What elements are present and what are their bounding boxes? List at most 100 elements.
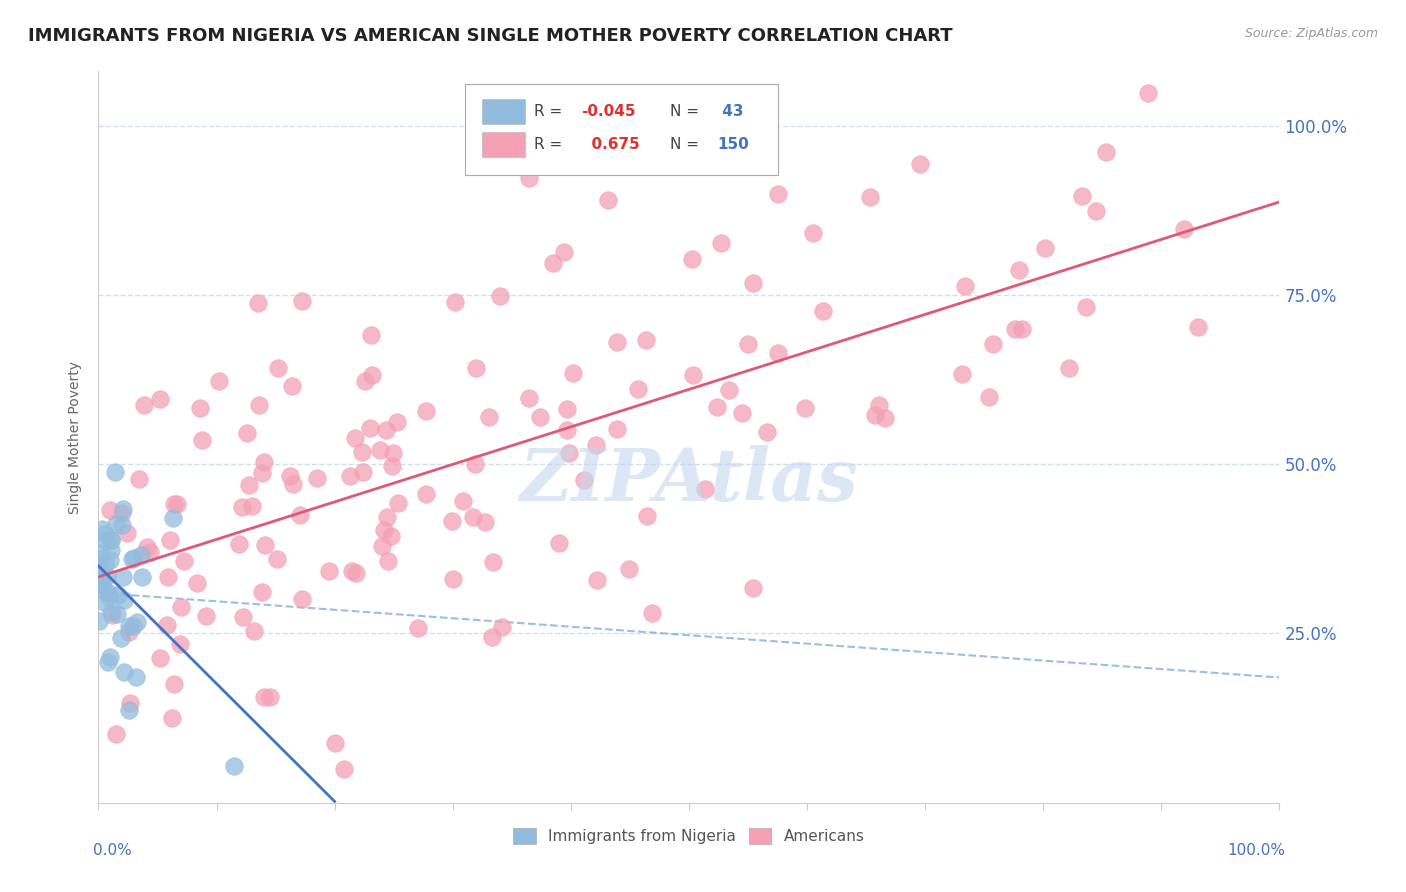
Point bbox=[415, 487, 437, 501]
Point bbox=[606, 422, 628, 436]
Text: R =: R = bbox=[534, 104, 568, 120]
Point bbox=[977, 390, 1000, 404]
Point bbox=[118, 619, 141, 633]
Point bbox=[307, 471, 329, 485]
Point bbox=[636, 508, 658, 523]
Text: N =: N = bbox=[671, 104, 704, 120]
Text: R =: R = bbox=[534, 137, 568, 152]
Text: 0.675: 0.675 bbox=[582, 137, 640, 152]
Point bbox=[166, 497, 188, 511]
Point bbox=[555, 402, 578, 417]
Text: 150: 150 bbox=[717, 137, 749, 152]
Point bbox=[387, 496, 409, 510]
Point bbox=[278, 468, 301, 483]
Point bbox=[288, 508, 311, 522]
Point bbox=[451, 493, 474, 508]
Point bbox=[1004, 322, 1026, 336]
Point bbox=[408, 621, 430, 635]
Point bbox=[124, 670, 146, 684]
FancyBboxPatch shape bbox=[482, 99, 524, 124]
Point bbox=[517, 391, 540, 405]
Point bbox=[693, 482, 716, 496]
Point bbox=[173, 554, 195, 568]
Point bbox=[169, 637, 191, 651]
Point bbox=[100, 543, 122, 558]
Point bbox=[682, 368, 704, 382]
Point bbox=[415, 404, 437, 418]
Point bbox=[737, 336, 759, 351]
Point bbox=[541, 256, 564, 270]
Point bbox=[93, 595, 115, 609]
Y-axis label: Single Mother Poverty: Single Mother Poverty bbox=[69, 360, 83, 514]
Point bbox=[105, 607, 128, 622]
Point bbox=[238, 478, 260, 492]
Point bbox=[163, 677, 186, 691]
Point bbox=[333, 762, 356, 776]
Point bbox=[94, 533, 117, 548]
Point bbox=[811, 303, 834, 318]
Point bbox=[385, 415, 408, 429]
Point bbox=[281, 379, 304, 393]
Point bbox=[572, 473, 595, 487]
Point bbox=[250, 467, 273, 481]
FancyBboxPatch shape bbox=[464, 84, 778, 175]
Point bbox=[585, 438, 607, 452]
Point bbox=[240, 500, 263, 514]
Point bbox=[94, 584, 117, 599]
Point bbox=[359, 421, 381, 435]
Point bbox=[340, 564, 363, 578]
Point bbox=[873, 411, 896, 425]
Point bbox=[89, 566, 111, 581]
Point bbox=[681, 252, 703, 267]
Point bbox=[208, 374, 231, 388]
Point bbox=[111, 517, 134, 532]
Point bbox=[107, 588, 129, 602]
Point bbox=[353, 374, 375, 388]
Point bbox=[100, 533, 122, 548]
Point bbox=[318, 565, 340, 579]
Point bbox=[352, 445, 374, 459]
Point bbox=[253, 690, 276, 704]
Point bbox=[859, 190, 882, 204]
Point bbox=[253, 538, 276, 552]
Point bbox=[131, 570, 153, 584]
Point bbox=[768, 187, 790, 202]
Point bbox=[636, 333, 658, 347]
Point bbox=[489, 288, 512, 302]
Point bbox=[465, 360, 488, 375]
Point bbox=[586, 574, 609, 588]
Point bbox=[112, 593, 135, 607]
Point bbox=[139, 544, 162, 558]
Point bbox=[188, 401, 211, 415]
Point bbox=[117, 625, 139, 640]
Point bbox=[863, 409, 886, 423]
Point bbox=[1035, 241, 1057, 255]
Point bbox=[440, 514, 463, 528]
Point bbox=[231, 500, 253, 514]
Point bbox=[709, 235, 731, 250]
Point bbox=[91, 523, 114, 537]
Point bbox=[157, 570, 180, 584]
Point bbox=[377, 554, 399, 568]
Point bbox=[250, 584, 273, 599]
Point bbox=[94, 527, 117, 541]
FancyBboxPatch shape bbox=[482, 132, 524, 157]
Point bbox=[129, 548, 152, 562]
Point bbox=[548, 536, 571, 550]
Point bbox=[380, 459, 402, 474]
Point bbox=[742, 582, 765, 596]
Point bbox=[1173, 222, 1195, 236]
Point bbox=[134, 398, 156, 412]
Point bbox=[110, 632, 132, 646]
Point bbox=[236, 425, 259, 440]
Point bbox=[104, 465, 127, 479]
Text: 0.0%: 0.0% bbox=[93, 843, 131, 858]
Point bbox=[159, 533, 181, 547]
Point bbox=[110, 506, 132, 520]
Point bbox=[290, 592, 312, 607]
Legend: Immigrants from Nigeria, Americans: Immigrants from Nigeria, Americans bbox=[508, 822, 870, 850]
Point bbox=[283, 477, 305, 491]
Point bbox=[868, 398, 890, 412]
Point bbox=[706, 400, 728, 414]
Point bbox=[100, 605, 122, 619]
